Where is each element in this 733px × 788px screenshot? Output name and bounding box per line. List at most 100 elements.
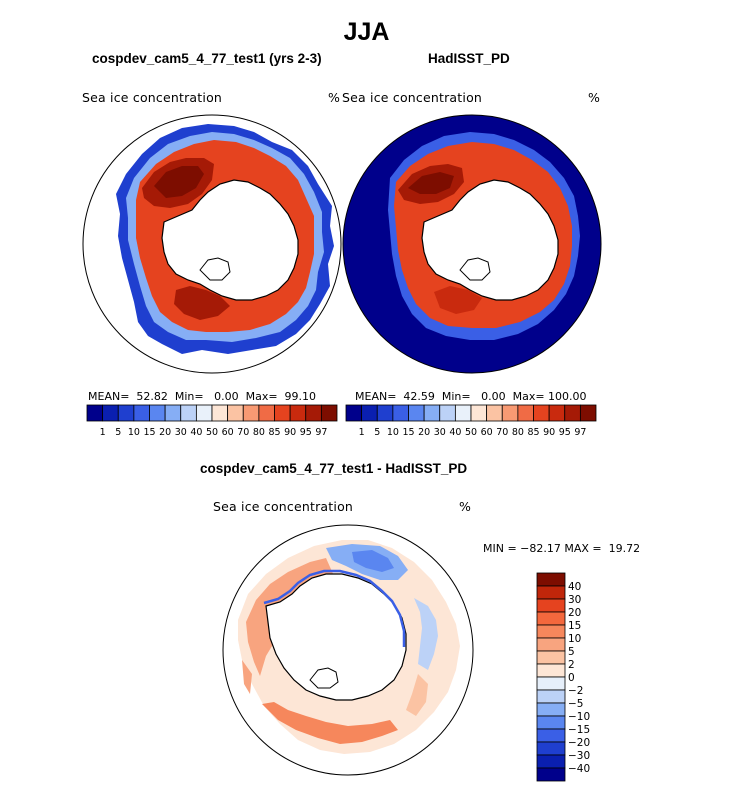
model-colorbar-tick-label: 60 <box>222 427 234 438</box>
diff-colorbar-swatch <box>536 598 566 613</box>
diff-panel-title: cospdev_cam5_4_77_test1 - HadISST_PD <box>200 461 468 476</box>
model-colorbar-swatch <box>86 404 104 422</box>
obs-colorbar-tick-label: 50 <box>465 427 477 438</box>
model-colorbar-swatch <box>164 404 182 422</box>
obs-colorbar-tick-label: 40 <box>449 427 461 438</box>
obs-colorbar-tick-label: 1 <box>359 427 365 438</box>
model-colorbar-tick-label: 80 <box>253 427 265 438</box>
diff-colorbar-swatch <box>536 754 566 769</box>
diff-colorbar-tick-label: −15 <box>568 724 590 736</box>
model-colorbar-tick-label: 97 <box>315 427 327 438</box>
diff-colorbar-tick-label: −20 <box>568 737 590 749</box>
diff-colorbar-swatch <box>536 637 566 652</box>
diff-colorbar-swatch <box>536 663 566 678</box>
obs-colorbar: 1 5 10 15 20 30 40 50 60 70 80 85 90 95 97 <box>345 404 597 438</box>
diff-minmax: MIN = −82.17 MAX = 19.72 <box>483 542 641 555</box>
model-colorbar-tick-label: 30 <box>175 427 187 438</box>
model-colorbar-swatch <box>320 404 338 422</box>
model-polar-map <box>82 114 342 374</box>
obs-colorbar-tick-label: 60 <box>481 427 493 438</box>
diff-colorbar-swatch <box>536 585 566 600</box>
model-colorbar-tick-label: 5 <box>115 427 121 438</box>
model-colorbar-tick-label: 10 <box>128 427 140 438</box>
model-colorbar: 1 5 10 15 20 30 40 50 60 70 80 85 90 95 97 <box>86 404 338 438</box>
model-colorbar-tick-label: 50 <box>206 427 218 438</box>
obs-colorbar-tick-label: 30 <box>434 427 446 438</box>
obs-colorbar-swatch <box>517 404 534 422</box>
diff-colorbar-tick-label: 0 <box>568 672 575 684</box>
obs-colorbar-tick-label: 97 <box>574 427 586 438</box>
obs-panel-title: HadISST_PD <box>428 51 510 66</box>
obs-colorbar-swatch <box>392 404 409 422</box>
diff-colorbar-tick-label: 10 <box>568 633 581 645</box>
obs-colorbar-swatch <box>564 404 581 422</box>
obs-colorbar-tick-label: 90 <box>543 427 555 438</box>
diff-colorbar-tick-label: 20 <box>568 607 581 619</box>
model-colorbar-tick-label: 15 <box>143 427 155 438</box>
diff-colorbar-tick-label: −5 <box>568 698 583 710</box>
model-panel-title: cospdev_cam5_4_77_test1 (yrs 2-3) <box>92 51 322 66</box>
obs-colorbar-swatch <box>486 404 503 422</box>
model-colorbar-swatch <box>274 404 291 422</box>
diff-colorbar-tick-label: 40 <box>568 581 581 593</box>
obs-colorbar-swatch <box>470 404 488 422</box>
obs-units-label: % <box>588 90 601 105</box>
diff-colorbar-tick-label: 15 <box>568 620 581 632</box>
diff-colorbar-swatch <box>536 702 566 717</box>
model-colorbar-swatch <box>305 404 322 422</box>
model-colorbar-swatch <box>133 404 150 422</box>
diff-colorbar-swatch <box>536 624 566 639</box>
model-colorbar-tick-label: 85 <box>268 427 280 438</box>
obs-colorbar-swatch <box>361 404 378 422</box>
model-stats: MEAN= 52.82 Min= 0.00 Max= 99.10 <box>88 390 317 403</box>
model-colorbar-swatch <box>195 404 213 422</box>
model-colorbar-swatch <box>149 404 166 422</box>
model-variable-label: Sea ice concentration <box>82 90 223 105</box>
obs-colorbar-tick-label: 85 <box>527 427 539 438</box>
obs-colorbar-swatch <box>345 404 363 422</box>
diff-colorbar-tick-label: 2 <box>568 659 575 671</box>
obs-colorbar-tick-label: 10 <box>387 427 399 438</box>
model-colorbar-swatch <box>211 404 229 422</box>
diff-colorbar-swatch <box>536 572 566 587</box>
diff-variable-label: Sea ice concentration <box>213 499 354 514</box>
model-colorbar-tick-label: 70 <box>237 427 249 438</box>
obs-colorbar-swatch <box>408 404 425 422</box>
figure-title: JJA <box>343 18 390 46</box>
diff-colorbar-swatch <box>536 676 566 691</box>
diff-colorbar-tick-label: 5 <box>568 646 575 658</box>
diff-colorbar-swatch <box>536 650 566 665</box>
obs-colorbar-swatch <box>454 404 472 422</box>
model-colorbar-swatch <box>117 404 135 422</box>
diff-colorbar-tick-label: −30 <box>568 750 590 762</box>
obs-colorbar-tick-label: 15 <box>402 427 414 438</box>
obs-colorbar-swatch <box>501 404 519 422</box>
diff-colorbar-swatch <box>536 767 566 782</box>
diff-colorbar-swatch <box>536 715 566 730</box>
obs-colorbar-swatch <box>548 404 566 422</box>
model-colorbar-swatch <box>242 404 260 422</box>
obs-colorbar-tick-label: 80 <box>512 427 524 438</box>
model-colorbar-swatch <box>258 404 275 422</box>
model-colorbar-tick-label: 90 <box>284 427 296 438</box>
obs-colorbar-tick-label: 95 <box>559 427 571 438</box>
diff-colorbar-swatch <box>536 611 566 626</box>
diff-colorbar-swatch <box>536 689 566 704</box>
obs-colorbar-swatch <box>579 404 597 422</box>
obs-colorbar-swatch <box>439 404 456 422</box>
model-colorbar-swatch <box>289 404 307 422</box>
diff-colorbar-tick-label: −2 <box>568 685 583 697</box>
obs-stats: MEAN= 42.59 Min= 0.00 Max= 100.00 <box>355 390 587 403</box>
diff-colorbar-tick-label: −40 <box>568 763 590 775</box>
diff-colorbar-swatch <box>536 741 566 756</box>
model-colorbar-swatch <box>227 404 244 422</box>
diff-polar-map <box>222 524 474 776</box>
obs-polar-map <box>342 114 602 374</box>
model-colorbar-tick-label: 40 <box>190 427 202 438</box>
model-colorbar-tick-label: 95 <box>300 427 312 438</box>
obs-colorbar-swatch <box>376 404 394 422</box>
obs-colorbar-swatch <box>423 404 441 422</box>
model-colorbar-swatch <box>180 404 197 422</box>
obs-variable-label: Sea ice concentration <box>342 90 483 105</box>
